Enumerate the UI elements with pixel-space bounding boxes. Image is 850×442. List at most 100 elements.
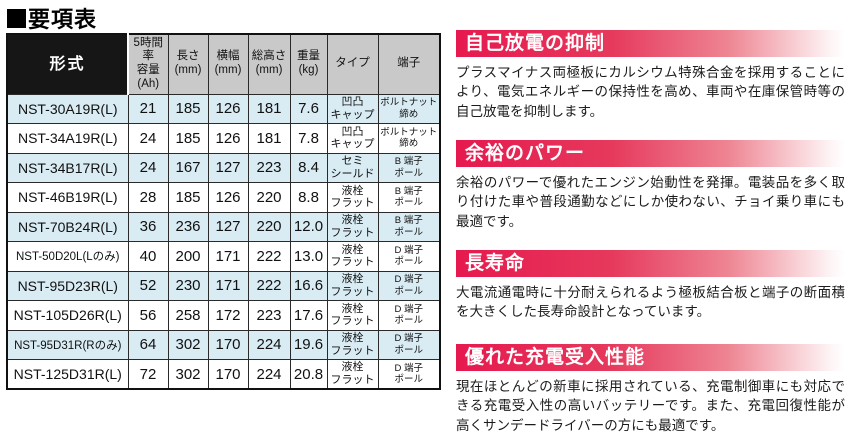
feature-panel-power: 余裕のパワー 余裕のパワーで優れたエンジン始動性を発揮。電装品を多く取り付けた車…: [456, 140, 845, 231]
cell-length: 258: [167, 300, 209, 331]
cell-height: 224: [247, 329, 291, 360]
header-cell-height: 総高さ (mm): [247, 33, 291, 95]
header-cell-capacity: 5時間率 容量 (Ah): [127, 33, 169, 95]
cell-weight: 8.4: [289, 152, 328, 183]
table-row: NST-34B17R(L) 24 167 127 223 8.4 セミ シールド…: [6, 152, 441, 183]
cell-type: 液栓 フラット: [326, 211, 379, 242]
cell-type: 液栓 フラット: [326, 300, 379, 331]
cell-type: セミ シールド: [326, 152, 379, 183]
cell-model: NST-95D31R(Rのみ): [6, 329, 129, 360]
cell-height: 220: [247, 211, 291, 242]
cell-model: NST-30A19R(L): [6, 93, 129, 124]
cell-capacity: 64: [127, 329, 169, 360]
cell-model: NST-34A19R(L): [6, 123, 129, 154]
cell-length: 185: [167, 123, 209, 154]
cell-model: NST-70B24R(L): [6, 211, 129, 242]
table-row: NST-50D20L(Lのみ) 40 200 171 222 13.0 液栓 フ…: [6, 241, 441, 272]
cell-type: 凹凸 キャップ: [326, 93, 379, 124]
feature-title: 長寿命: [456, 250, 845, 277]
cell-length: 167: [167, 152, 209, 183]
feature-body: 大電流通電時に十分耐えられるよう極板結合板と端子の断面積を大きくした長寿命設計と…: [456, 285, 845, 320]
cell-terminal: D 端子 ポール: [377, 300, 441, 331]
cell-width: 126: [207, 182, 249, 213]
cell-terminal: D 端子 ポール: [377, 270, 441, 301]
cell-weight: 17.6: [289, 300, 328, 331]
cell-weight: 7.6: [289, 93, 328, 124]
feature-panel-charge-acceptance: 優れた充電受入性能 現在ほとんどの新車に採用されている、充電制御車にも対応できる…: [456, 344, 845, 435]
feature-title: 優れた充電受入性能: [456, 344, 845, 371]
feature-body: 現在ほとんどの新車に採用されている、充電制御車にも対応できる充電受入性の高いバッ…: [456, 379, 845, 433]
header-cell-width: 横幅 (mm): [207, 33, 249, 95]
table-row: NST-105D26R(L) 56 258 172 223 17.6 液栓 フラ…: [6, 300, 441, 331]
cell-width: 170: [207, 359, 249, 390]
cell-capacity: 36: [127, 211, 169, 242]
cell-height: 220: [247, 182, 291, 213]
cell-width: 170: [207, 329, 249, 360]
cell-height: 181: [247, 93, 291, 124]
feature-body: プラスマイナス両極板にカルシウム特殊合金を採用することにより、電気エネルギーの保…: [456, 65, 845, 119]
feature-panel-long-life: 長寿命 大電流通電時に十分耐えられるよう極板結合板と端子の断面積を大きくした長寿…: [456, 250, 845, 322]
cell-capacity: 21: [127, 93, 169, 124]
cell-weight: 8.8: [289, 182, 328, 213]
cell-type: 凹凸 キャップ: [326, 123, 379, 154]
cell-width: 127: [207, 152, 249, 183]
cell-terminal: D 端子 ポール: [377, 329, 441, 360]
header-cell-terminal: 端子: [377, 33, 441, 95]
feature-panels: 自己放電の抑制 プラスマイナス両極板にカルシウム特殊合金を採用することにより、電…: [456, 0, 845, 442]
spec-table: 形式 5時間率 容量 (Ah) 長さ (mm) 横幅 (mm) 総高さ (mm)…: [6, 33, 441, 390]
cell-height: 222: [247, 270, 291, 301]
cell-capacity: 40: [127, 241, 169, 272]
cell-terminal: D 端子 ポール: [377, 359, 441, 390]
cell-length: 302: [167, 329, 209, 360]
cell-model: NST-34B17R(L): [6, 152, 129, 183]
feature-panel-self-discharge: 自己放電の抑制 プラスマイナス両極板にカルシウム特殊合金を採用することにより、電…: [456, 30, 845, 121]
header-cell-length: 長さ (mm): [167, 33, 209, 95]
cell-terminal: ボルトナット 締め: [377, 93, 441, 124]
cell-model: NST-95D23R(L): [6, 270, 129, 301]
cell-terminal: B 端子 ポール: [377, 211, 441, 242]
cell-width: 127: [207, 211, 249, 242]
table-row: NST-95D23R(L) 52 230 171 222 16.6 液栓 フラッ…: [6, 270, 441, 301]
header-cell-type: タイプ: [326, 33, 379, 95]
cell-model: NST-105D26R(L): [6, 300, 129, 331]
cell-weight: 20.8: [289, 359, 328, 390]
cell-weight: 19.6: [289, 329, 328, 360]
table-row: NST-46B19R(L) 28 185 126 220 8.8 液栓 フラット…: [6, 182, 441, 213]
cell-capacity: 24: [127, 152, 169, 183]
table-row: NST-125D31R(L) 72 302 170 224 20.8 液栓 フラ…: [6, 359, 441, 390]
cell-height: 223: [247, 152, 291, 183]
header-cell-model: 形式: [6, 33, 129, 95]
cell-weight: 13.0: [289, 241, 328, 272]
cell-capacity: 56: [127, 300, 169, 331]
cell-length: 236: [167, 211, 209, 242]
table-row: NST-70B24R(L) 36 236 127 220 12.0 液栓 フラッ…: [6, 211, 441, 242]
table-row: NST-95D31R(Rのみ) 64 302 170 224 19.6 液栓 フ…: [6, 329, 441, 360]
page-title: 要項表: [7, 2, 97, 34]
cell-capacity: 72: [127, 359, 169, 390]
feature-title: 自己放電の抑制: [456, 30, 845, 57]
cell-model: NST-46B19R(L): [6, 182, 129, 213]
cell-height: 223: [247, 300, 291, 331]
cell-model: NST-125D31R(L): [6, 359, 129, 390]
cell-type: 液栓 フラット: [326, 182, 379, 213]
table-row: NST-30A19R(L) 21 185 126 181 7.6 凹凸 キャップ…: [6, 93, 441, 124]
title-bullet-icon: [7, 8, 26, 28]
cell-terminal: B 端子 ポール: [377, 152, 441, 183]
cell-terminal: D 端子 ポール: [377, 241, 441, 272]
cell-width: 171: [207, 241, 249, 272]
table-row: NST-34A19R(L) 24 185 126 181 7.8 凹凸 キャップ…: [6, 123, 441, 154]
cell-height: 224: [247, 359, 291, 390]
cell-model: NST-50D20L(Lのみ): [6, 241, 129, 272]
cell-weight: 7.8: [289, 123, 328, 154]
header-cell-weight: 重量 (kg): [289, 33, 328, 95]
table-header-row: 形式 5時間率 容量 (Ah) 長さ (mm) 横幅 (mm) 総高さ (mm)…: [6, 33, 441, 95]
cell-weight: 16.6: [289, 270, 328, 301]
cell-width: 172: [207, 300, 249, 331]
cell-width: 126: [207, 123, 249, 154]
cell-height: 222: [247, 241, 291, 272]
cell-terminal: ボルトナット 締め: [377, 123, 441, 154]
cell-weight: 12.0: [289, 211, 328, 242]
cell-terminal: B 端子 ポール: [377, 182, 441, 213]
cell-capacity: 52: [127, 270, 169, 301]
page-title-text: 要項表: [28, 7, 98, 32]
